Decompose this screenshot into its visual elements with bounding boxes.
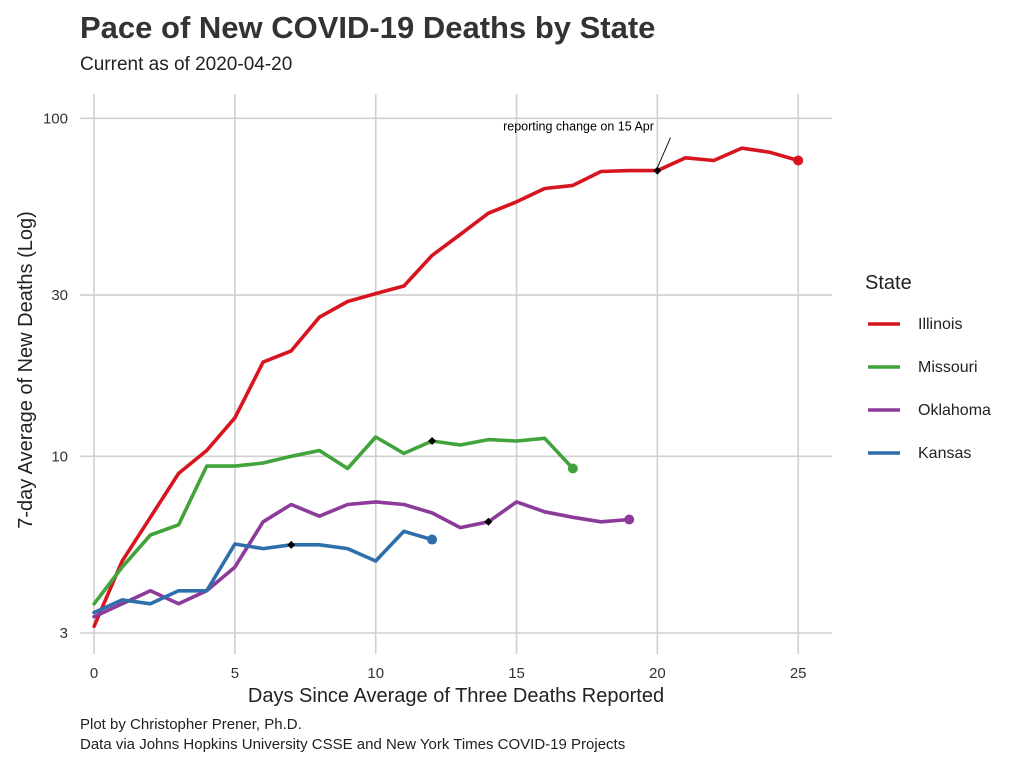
y-tick-label-100: 100	[43, 110, 68, 127]
series-line-oklahoma	[92, 500, 632, 619]
end-point-oklahoma	[624, 514, 635, 525]
grid-lines	[80, 94, 832, 654]
end-point-missouri	[567, 463, 578, 474]
caption-credit: Plot by Christopher Prener, Ph.D.	[80, 716, 302, 733]
line-chart: 0 5 10 15 20 25 3 10 30 100 reporting change on …	[15, 94, 991, 707]
annotations: reporting change on 15 Apr	[503, 120, 671, 168]
x-tick-label-0: 0	[90, 665, 98, 682]
y-axis-label: 7-day Average of New Deaths (Log)	[15, 211, 37, 529]
series-markers	[287, 155, 804, 549]
reporting-change-marker-illinois	[653, 166, 662, 175]
y-axis-ticks: 3 10 30 100	[43, 110, 68, 642]
x-tick-label-10: 10	[367, 665, 384, 682]
chart-subtitle: Current as of 2020-04-20	[80, 54, 293, 75]
x-tick-label-20: 20	[649, 665, 666, 682]
legend-label-missouri: Missouri	[918, 359, 978, 376]
series-line-kansas	[92, 529, 434, 615]
x-tick-label-25: 25	[790, 665, 807, 682]
reporting-change-marker-kansas	[287, 540, 296, 549]
reporting-change-marker-oklahoma	[484, 517, 493, 526]
series-line-illinois	[92, 146, 801, 629]
legend-title: State	[865, 272, 912, 294]
y-tick-label-10: 10	[51, 448, 68, 465]
legend-label-oklahoma: Oklahoma	[918, 402, 991, 419]
x-tick-label-5: 5	[231, 665, 239, 682]
y-tick-label-3: 3	[60, 625, 68, 642]
legend-label-illinois: Illinois	[918, 316, 962, 333]
end-point-kansas	[427, 534, 438, 545]
y-tick-label-30: 30	[51, 287, 68, 304]
x-axis-ticks: 0 5 10 15 20 25	[90, 665, 807, 682]
end-point-illinois	[793, 155, 804, 166]
x-axis-label: Days Since Average of Three Deaths Repor…	[248, 685, 664, 707]
legend-label-kansas: Kansas	[918, 445, 971, 462]
series-line-missouri	[92, 435, 575, 606]
x-tick-label-15: 15	[508, 665, 525, 682]
annotation-label-0: reporting change on 15 Apr	[503, 120, 654, 134]
reporting-change-marker-missouri	[428, 436, 437, 445]
legend: State Illinois Missouri Oklahoma Kansas	[865, 272, 991, 462]
annotation-leader-0	[656, 137, 671, 168]
legend-items: Illinois Missouri Oklahoma Kansas	[868, 316, 991, 462]
chart-title: Pace of New COVID-19 Deaths by State	[80, 10, 656, 45]
series-lines	[92, 146, 801, 629]
caption-source: Data via Johns Hopkins University CSSE a…	[80, 736, 626, 753]
